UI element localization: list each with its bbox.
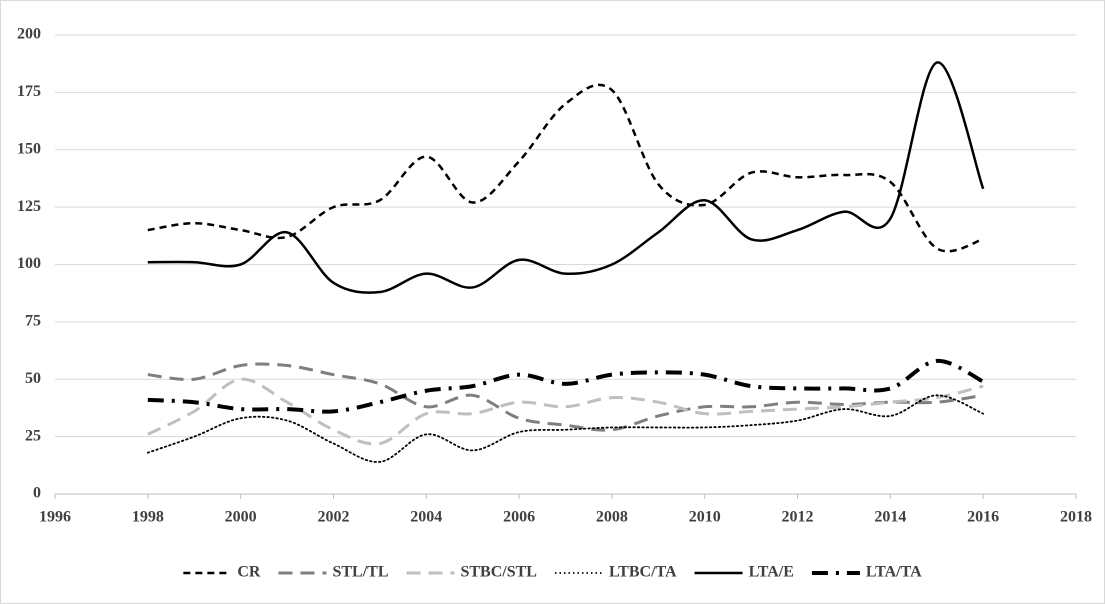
legend-label: LTA/E: [749, 564, 794, 581]
y-tick-label: 175: [17, 83, 41, 100]
series-line: [147, 61, 985, 294]
x-tick-label: 2010: [689, 509, 721, 526]
series-line: [147, 358, 985, 414]
legend-label: LTBC/TA: [609, 564, 677, 581]
x-tick-label: 1998: [132, 509, 164, 526]
x-tick-label: 2002: [317, 509, 349, 526]
x-tick-label: 2004: [410, 509, 442, 526]
legend-label: LTA/TA: [866, 564, 922, 581]
legend-label: STL/TL: [332, 564, 388, 581]
y-tick-label: 50: [25, 370, 41, 387]
x-tick-label: 2008: [596, 509, 628, 526]
x-tick-label: 2000: [225, 509, 257, 526]
y-tick-label: 100: [17, 255, 41, 272]
series-line: [147, 83, 984, 253]
series-line: [146, 394, 985, 463]
y-tick-label: 125: [17, 198, 41, 215]
x-tick-label: 2018: [1060, 509, 1092, 526]
y-tick-label: 150: [17, 140, 41, 157]
legend-label: STBC/STL: [460, 564, 536, 581]
y-tick-label: 0: [33, 485, 41, 502]
x-tick-label: 2014: [874, 509, 906, 526]
series-line: [147, 377, 984, 446]
legend-label: CR: [237, 564, 261, 581]
x-tick-label: 2006: [503, 509, 535, 526]
series-line: [147, 362, 984, 432]
x-tick-label: 2012: [782, 509, 814, 526]
y-tick-label: 200: [17, 26, 41, 43]
x-tick-label: 1996: [39, 509, 71, 526]
x-tick-label: 2016: [967, 509, 999, 526]
y-tick-label: 75: [25, 313, 41, 330]
y-tick-label: 25: [25, 427, 41, 444]
